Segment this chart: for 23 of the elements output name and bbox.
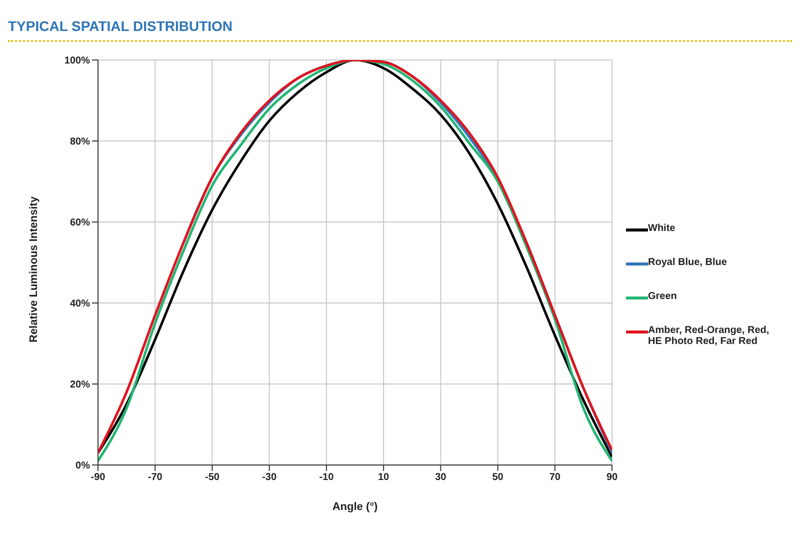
legend-label: Royal Blue, Blue [648, 257, 728, 268]
x-tick-label: -90 [90, 472, 106, 484]
x-tick-label: 30 [435, 472, 447, 484]
x-tick-label: -50 [204, 472, 220, 484]
legend-label: Amber, Red-Orange, Red, HE Photo Red, Far Red [648, 325, 770, 347]
x-tick-label: 50 [492, 472, 504, 484]
x-tick-label: 90 [606, 472, 618, 484]
legend-label: White [648, 223, 676, 234]
x-tick-label: -10 [319, 472, 334, 484]
legend-label: Green [648, 291, 678, 302]
chart-title: TYPICAL SPATIAL DISTRIBUTION [8, 8, 792, 42]
x-axis-title: Angle (°) [332, 501, 378, 513]
y-tick-label: 100% [64, 56, 90, 67]
x-tick-label: 10 [378, 472, 390, 484]
y-tick-label: 40% [70, 298, 90, 310]
y-tick-label: 60% [70, 218, 90, 229]
y-axis-title: Relative Luminous Intensity [28, 196, 40, 342]
x-tick-label: -30 [262, 472, 277, 484]
y-tick-label: 0% [76, 460, 90, 472]
x-tick-label: 70 [549, 472, 561, 484]
y-tick-label: 80% [70, 136, 90, 148]
x-tick-label: -70 [148, 472, 163, 484]
y-tick-label: 20% [70, 380, 90, 391]
